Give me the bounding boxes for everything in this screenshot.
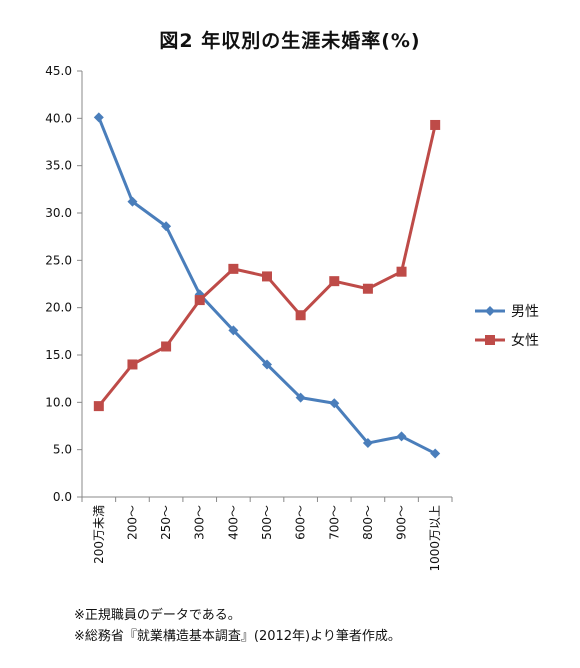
data-point — [396, 431, 407, 442]
data-point — [228, 263, 239, 274]
y-tick-label: 40.0 — [45, 111, 72, 125]
data-point — [161, 221, 172, 232]
data-point — [362, 438, 373, 449]
x-axis-ticks: 200万未満 200～ 250～ 300～ 400～ 500～ 600～ 700～ 800～ 90… — [81, 497, 453, 572]
x-tick-label: 700～ — [327, 505, 341, 540]
y-tick-label: 25.0 — [45, 253, 72, 267]
y-tick-label: 20.0 — [45, 301, 72, 315]
data-point — [93, 401, 104, 412]
data-point — [262, 271, 272, 282]
data-point — [194, 295, 205, 306]
data-point — [93, 112, 104, 123]
chart-axes — [81, 71, 452, 498]
data-point — [295, 310, 306, 321]
x-tick-label: 400～ — [226, 505, 240, 540]
data-point — [228, 325, 239, 336]
x-tick-label: 300～ — [193, 505, 207, 540]
chart-series — [93, 112, 441, 459]
y-tick-label: 10.0 — [45, 395, 72, 409]
y-tick-label: 35.0 — [45, 159, 72, 173]
y-tick-label: 15.0 — [45, 348, 72, 362]
y-axis-ticks: 0.0 5.0 10.0 15.0 20.0 25.0 30.0 35.0 40.0 45.0 — [45, 64, 82, 504]
series-line — [97, 116, 436, 455]
legend-label: 女性 — [511, 332, 539, 349]
data-point — [329, 276, 340, 287]
footnote-1: ※正規職員のデータである。 — [74, 608, 241, 623]
chart-title: 図2 年収別の生涯未婚率(%) — [159, 30, 421, 52]
legend-item: 女性 — [475, 332, 539, 349]
x-tick-label: 900～ — [395, 505, 409, 540]
footnote-2: ※総務省『就業構造基本調査』(2012年)より筆者作成。 — [74, 629, 401, 644]
x-tick-label: 200～ — [125, 505, 139, 540]
legend-marker — [485, 306, 495, 316]
data-point — [262, 359, 272, 370]
y-tick-label: 0.0 — [53, 490, 72, 504]
x-tick-label: 600～ — [294, 505, 308, 540]
x-tick-label: 1000万以上 — [428, 505, 442, 572]
y-tick-label: 5.0 — [53, 443, 72, 457]
y-tick-label: 30.0 — [45, 206, 72, 220]
y-tick-label: 45.0 — [45, 64, 72, 78]
series-male — [93, 112, 441, 459]
x-tick-label: 250～ — [159, 505, 173, 540]
data-point — [396, 266, 407, 277]
data-point — [329, 398, 340, 409]
series-female — [93, 119, 441, 412]
data-point — [295, 392, 306, 403]
x-tick-label: 500～ — [260, 505, 274, 540]
x-tick-label: 800～ — [361, 505, 375, 540]
data-point — [127, 196, 138, 207]
legend-item: 男性 — [475, 304, 539, 320]
x-tick-label: 200万未満 — [92, 505, 106, 564]
data-point — [430, 119, 441, 130]
data-point — [127, 359, 138, 370]
data-point — [430, 448, 441, 459]
legend-label: 男性 — [511, 304, 539, 320]
legend-marker — [485, 335, 495, 345]
data-point — [161, 341, 172, 352]
data-point — [362, 283, 373, 294]
